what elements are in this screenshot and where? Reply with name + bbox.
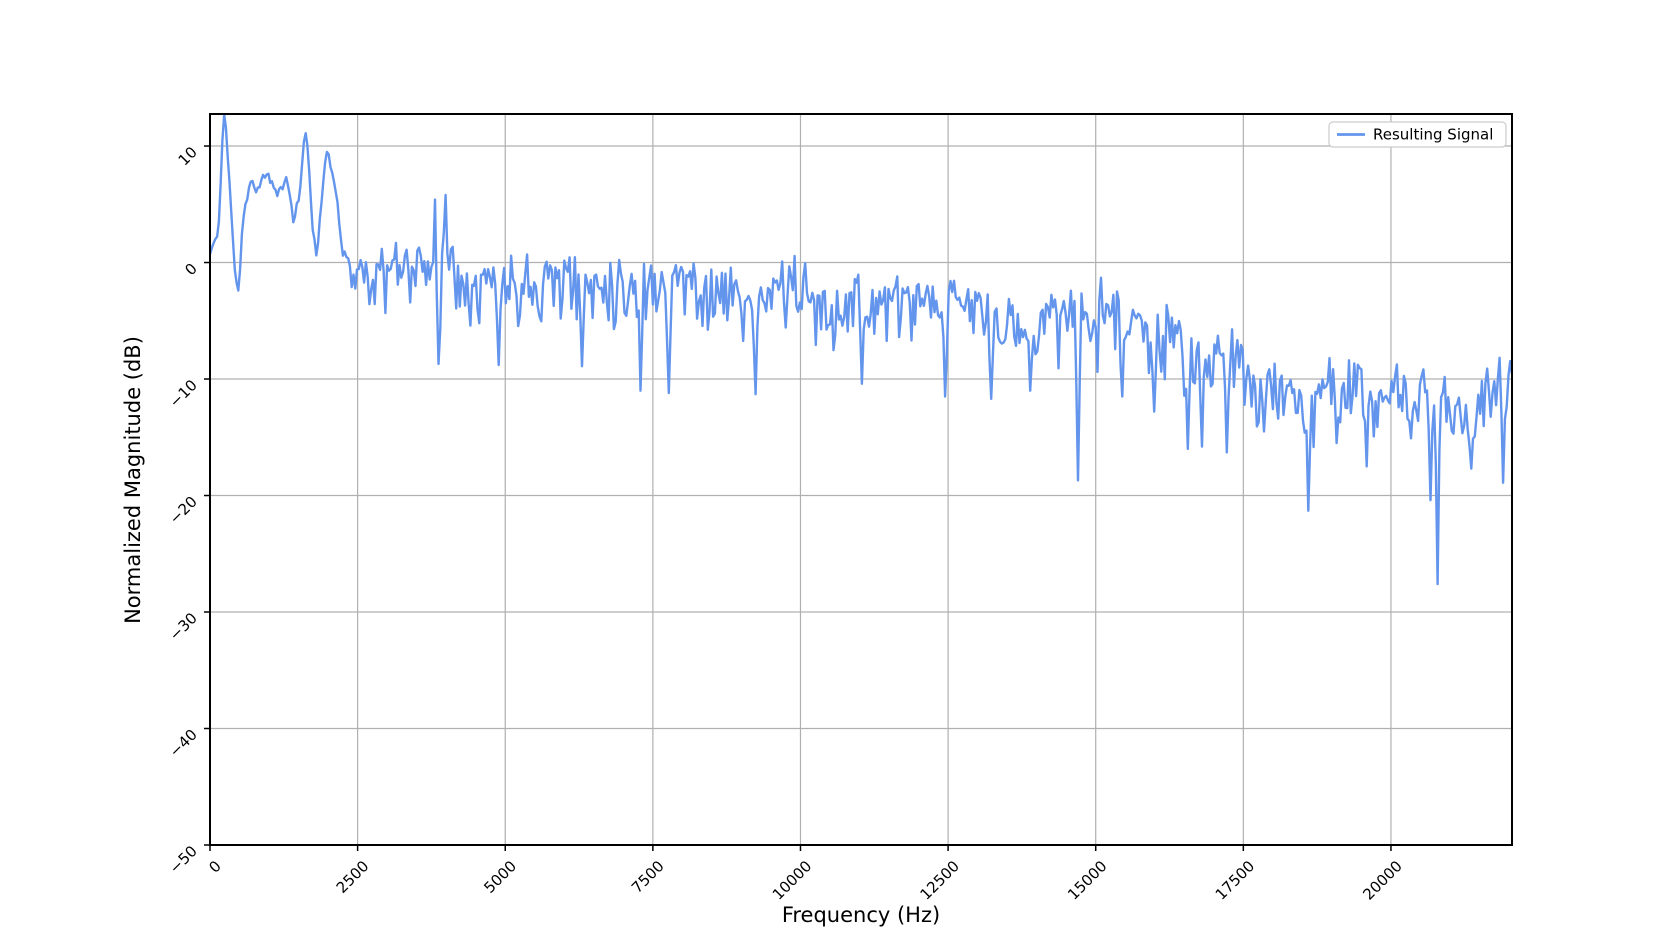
y-tick-label: −50: [166, 842, 201, 877]
plot-border: [209, 113, 1513, 846]
legend: Resulting Signal: [1328, 121, 1507, 148]
x-axis-label: Frequency (Hz): [782, 903, 940, 927]
y-tick-label: 0: [181, 260, 200, 279]
legend-box: [1328, 121, 1507, 148]
x-tick-label: 7500: [628, 857, 668, 897]
gridlines: [209, 114, 1512, 846]
y-tick-label: −30: [166, 609, 201, 644]
x-tick-label: 15000: [1064, 857, 1110, 903]
series-group: [210, 114, 1512, 586]
x-tick-label: 0: [205, 857, 224, 876]
x-tick-label: 2500: [333, 857, 373, 897]
y-axis-label: Normalized Magnitude (dB): [121, 336, 145, 624]
x-tick-label: 12500: [916, 857, 962, 903]
x-tick-label: 10000: [769, 857, 815, 903]
x-tick-label: 17500: [1212, 857, 1258, 903]
y-tick-label: 10: [175, 143, 201, 169]
axis-tick-labels: 0 2500 5000 7500 10000 12500 15000 17500 20000 10…: [166, 143, 1406, 903]
legend-label: Resulting Signal: [1373, 126, 1493, 144]
resulting-signal-line: [210, 114, 1512, 586]
x-tick-label: 20000: [1359, 857, 1405, 903]
x-tick-label: 5000: [480, 857, 520, 897]
y-tick-label: −10: [166, 376, 201, 411]
y-tick-label: −40: [166, 726, 201, 761]
y-tick-label: −20: [166, 493, 201, 528]
